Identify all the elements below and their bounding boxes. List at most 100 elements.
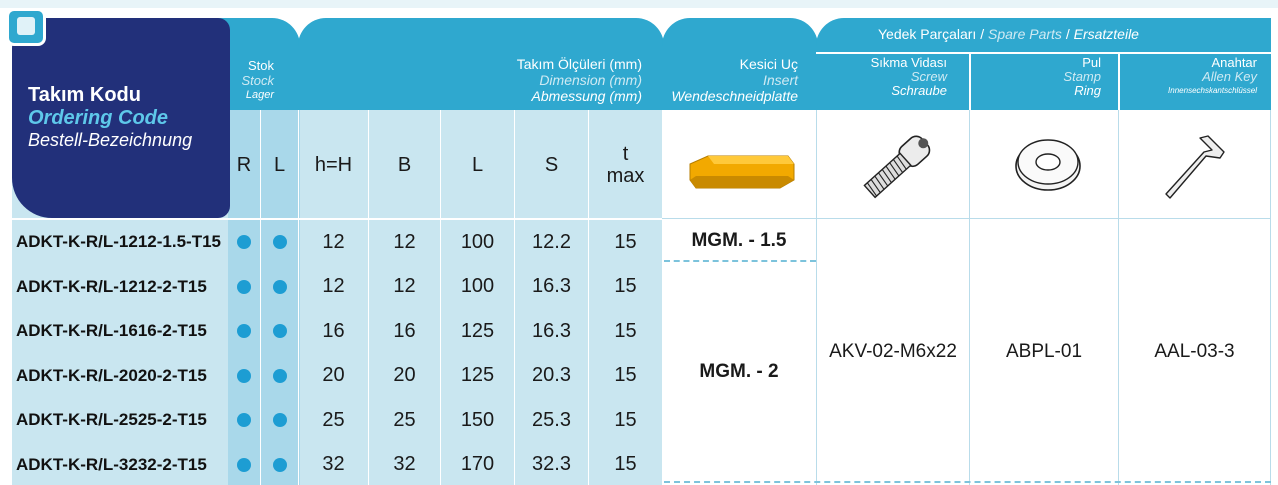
col-sep (260, 110, 261, 485)
spare-divider (816, 52, 1271, 54)
stock-r-dot (237, 235, 251, 250)
cell-h: 16 (322, 319, 345, 342)
insert-icon (689, 155, 795, 189)
top-bar (0, 0, 1278, 8)
stock-cell (228, 309, 260, 354)
stock-label-de: Lager (245, 89, 274, 101)
stamp-label-en: Stamp (1063, 69, 1101, 84)
spare-label-de: Ersatzteile (1073, 26, 1139, 42)
dimension-header: Takım Ölçüleri (mm) Dimension (mm) Abmes… (298, 18, 664, 110)
ordering-label-en: Ordering Code (28, 107, 169, 129)
stock-cell (228, 265, 260, 310)
stock-cell (261, 265, 298, 310)
ordering-code-cell: ADKT-K-R/L-1212-2-T15 (16, 276, 207, 296)
cell-t: 15 (614, 319, 637, 342)
ordering-code-header: Takım Kodu Ordering Code Bestell-Bezeich… (12, 18, 230, 218)
allen-key-icon (1165, 135, 1225, 199)
cell-h: 25 (322, 408, 345, 431)
stock-r-dot (237, 279, 251, 294)
col-header-len: L (471, 153, 484, 176)
insert-header: Kesici Uç Insert Wendeschneidplatte (662, 18, 818, 110)
col-sep (1270, 110, 1271, 485)
stock-r-dot (237, 457, 251, 472)
cell-b: 16 (393, 319, 416, 342)
stamp-value: ABPL-01 (1005, 341, 1083, 362)
screw-header: Sıkma Vidası Screw Schraube (871, 56, 947, 98)
stock-cell (228, 354, 260, 399)
cell-s: 12.2 (532, 230, 571, 253)
cell-s: 16.3 (532, 275, 571, 298)
spare-label-sep: / (1061, 26, 1074, 42)
col-header-l: L (273, 153, 286, 176)
cell-s: 16.3 (532, 319, 571, 342)
cell-l: 100 (460, 230, 495, 253)
col-sep (514, 110, 515, 485)
ordering-label-tr: Takım Kodu (28, 84, 141, 106)
dimension-label-tr: Takım Ölçüleri (mm) (516, 56, 642, 72)
stock-r-dot (237, 324, 251, 339)
insert-dash-sep (664, 260, 816, 262)
cell-t: 15 (614, 453, 637, 476)
dimension-label-de: Abmessung (mm) (531, 88, 642, 104)
col-header-t-line2: max (606, 165, 645, 187)
ordering-code-cell: ADKT-K-R/L-1212-1.5-T15 (16, 232, 221, 252)
spare-col-divider-2 (1118, 52, 1120, 110)
washer-icon (1015, 139, 1081, 191)
col-sep (969, 110, 970, 485)
stamp-header: Pul Stamp Ring (1063, 56, 1101, 98)
ordering-label-de: Bestell-Bezeichnung (28, 130, 193, 150)
dimension-label-en: Dimension (mm) (539, 72, 642, 88)
allen-label-en: Allen Key (1202, 69, 1257, 84)
allen-value: AAL-03-3 (1154, 341, 1235, 362)
row-sep (662, 218, 1271, 219)
screw-label-de: Schraube (891, 83, 947, 98)
stock-label-en: Stock (241, 73, 274, 88)
stock-cell (261, 443, 298, 485)
screw-label-tr: Sıkma Vidası (870, 55, 947, 70)
bottom-dash (664, 481, 1271, 483)
stock-cell (261, 220, 298, 265)
cell-l: 125 (460, 319, 495, 342)
spare-label-tr: Yedek Parçaları / (878, 26, 988, 42)
stock-l-dot (272, 235, 287, 250)
stock-cell (228, 220, 260, 265)
cell-b: 20 (393, 364, 416, 387)
col-sep (1118, 110, 1119, 485)
allen-header: Anahtar Allen Key Innensechskantschlüsse… (1168, 56, 1257, 98)
col-header-b: B (397, 153, 412, 176)
insert-value-first: MGM. - 1.5 (691, 230, 787, 251)
ordering-code-cell: ADKT-K-R/L-3232-2-T15 (16, 454, 207, 474)
spare-parts-title: Yedek Parçaları / Spare Parts / Ersatzte… (878, 26, 1139, 42)
cell-h: 12 (322, 230, 345, 253)
spare-col-divider-1 (969, 52, 971, 110)
allen-label-de: Innensechskantschlüssel (1168, 86, 1257, 95)
col-sep (368, 110, 369, 485)
cell-l: 100 (460, 275, 495, 298)
cell-h: 12 (322, 275, 345, 298)
col-sep (440, 110, 441, 485)
stamp-label-tr: Pul (1082, 55, 1101, 70)
stock-r-dot (237, 368, 251, 383)
insert-label-tr: Kesici Uç (739, 56, 798, 72)
col-header-t: t max (589, 112, 662, 218)
insert-value-rest: MGM. - 2 (699, 361, 779, 382)
ordering-code-cell: ADKT-K-R/L-2525-2-T15 (16, 410, 207, 430)
stock-l-dot (272, 324, 287, 339)
stock-l-dot (272, 413, 287, 428)
stock-cell (228, 398, 260, 443)
spare-label-en: Spare Parts (988, 26, 1062, 42)
col-header-h: h=H (314, 153, 353, 176)
cell-t: 15 (614, 364, 637, 387)
screw-icon (863, 135, 931, 199)
cell-b: 12 (393, 230, 416, 253)
stock-r-dot (237, 413, 251, 428)
allen-label-tr: Anahtar (1211, 55, 1257, 70)
stock-cell (261, 309, 298, 354)
cell-s: 20.3 (532, 364, 571, 387)
cell-t: 15 (614, 408, 637, 431)
screw-value: AKV-02-M6x22 (829, 341, 957, 362)
cell-b: 32 (393, 453, 416, 476)
stock-cell (261, 398, 298, 443)
cell-t: 15 (614, 275, 637, 298)
stamp-label-de: Ring (1074, 83, 1101, 98)
